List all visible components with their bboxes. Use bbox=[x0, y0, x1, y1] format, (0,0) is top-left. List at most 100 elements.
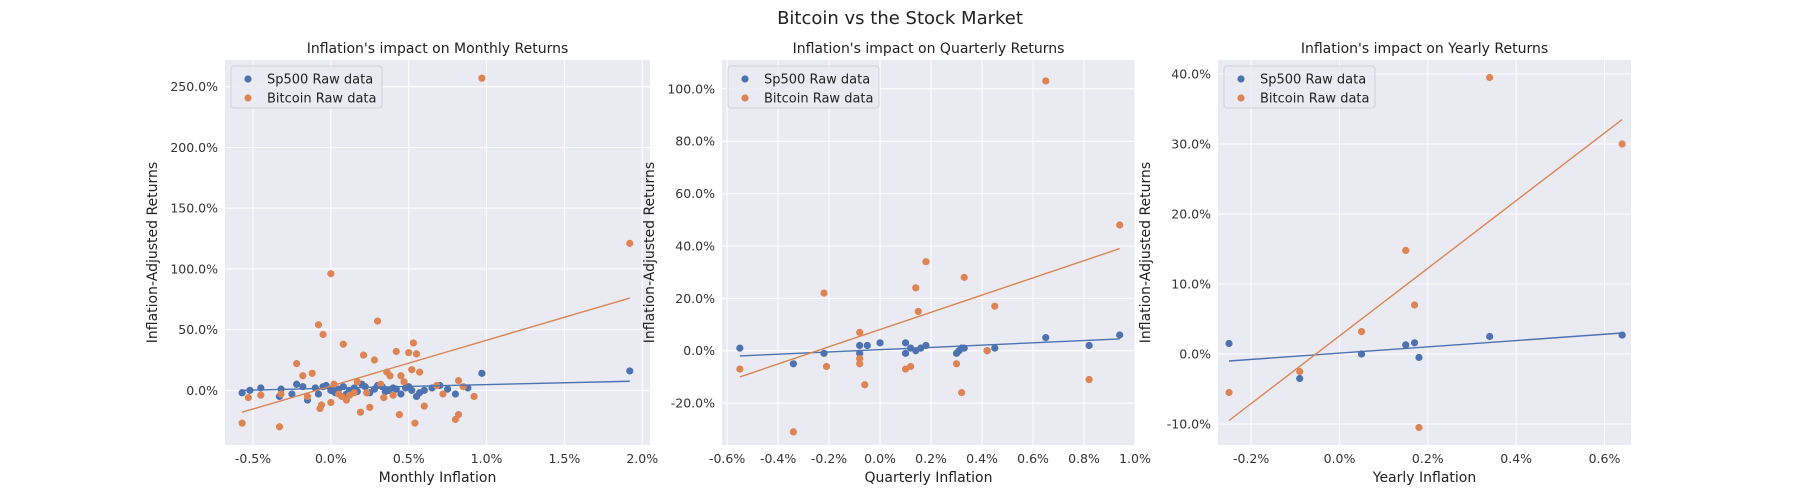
data-point bbox=[275, 423, 284, 431]
subplot-2: -0.6% -0.4% -0.2% 0.0% 0.2% 0.4% 0.6% 0.8% 1.0% -… bbox=[642, 41, 1151, 486]
data-point bbox=[736, 344, 744, 352]
data-point bbox=[386, 372, 394, 380]
data-point bbox=[626, 239, 634, 247]
x-tick-label: -0.4% bbox=[760, 451, 796, 466]
data-point bbox=[277, 390, 285, 398]
data-point bbox=[856, 341, 864, 350]
data-point bbox=[412, 350, 421, 358]
legend-marker bbox=[741, 94, 749, 102]
data-point bbox=[314, 390, 323, 398]
data-point bbox=[863, 341, 871, 350]
y-tick-label: 80.0% bbox=[675, 134, 715, 149]
data-point bbox=[1042, 77, 1050, 85]
x-tick-label: 0.0% bbox=[864, 451, 896, 466]
x-tick-label: 1.5% bbox=[548, 451, 580, 466]
data-point bbox=[327, 270, 335, 278]
data-point bbox=[876, 339, 884, 347]
y-tick-label: 100.0% bbox=[170, 261, 218, 276]
data-point bbox=[1357, 328, 1366, 336]
x-axis-label: Monthly Inflation bbox=[379, 470, 497, 486]
marks bbox=[736, 77, 1124, 436]
data-point bbox=[293, 360, 301, 368]
subplot-title: Inflation's impact on Yearly Returns bbox=[1301, 41, 1548, 57]
data-point bbox=[1410, 301, 1419, 309]
subplot-title: Inflation's impact on Quarterly Returns bbox=[793, 41, 1065, 57]
y-tick-label: 100.0% bbox=[667, 81, 715, 96]
legend-marker bbox=[741, 75, 749, 83]
legend-entry: Bitcoin Raw data bbox=[267, 92, 376, 107]
data-point bbox=[1486, 332, 1494, 341]
legend-marker bbox=[244, 75, 252, 83]
data-point bbox=[820, 289, 828, 297]
x-tick-label: 1.0% bbox=[471, 451, 503, 466]
data-point bbox=[397, 372, 405, 380]
x-tick-label: 0.6% bbox=[1017, 451, 1049, 466]
data-point bbox=[922, 258, 930, 266]
data-point bbox=[1042, 334, 1050, 342]
data-point bbox=[478, 74, 486, 82]
data-point bbox=[439, 390, 447, 398]
data-point bbox=[1415, 423, 1423, 432]
data-point bbox=[408, 366, 416, 374]
figure-suptitle: Bitcoin vs the Stock Market bbox=[777, 8, 1023, 29]
y-tick-label: 0.0% bbox=[1179, 347, 1211, 362]
legend-marker bbox=[1237, 94, 1245, 102]
data-point bbox=[288, 390, 296, 398]
legend: Sp500 Raw data Bitcoin Raw data bbox=[230, 65, 383, 109]
data-point bbox=[299, 372, 307, 380]
data-point bbox=[958, 389, 966, 397]
trend-line bbox=[1228, 332, 1623, 362]
data-point bbox=[339, 340, 347, 348]
data-point bbox=[478, 369, 486, 377]
data-point bbox=[991, 302, 999, 310]
data-point bbox=[1486, 73, 1494, 82]
data-point bbox=[1225, 339, 1233, 348]
y-tick-label: 50.0% bbox=[178, 322, 218, 337]
trend-line bbox=[241, 297, 630, 413]
y-tick-label: 200.0% bbox=[170, 140, 218, 155]
data-point bbox=[1116, 221, 1124, 229]
x-tick-label: 0.2% bbox=[1412, 451, 1444, 466]
data-point bbox=[293, 380, 301, 388]
data-point bbox=[314, 321, 323, 329]
x-axis-label: Quarterly Inflation bbox=[865, 470, 993, 486]
data-point bbox=[1410, 339, 1419, 347]
trend-line bbox=[739, 338, 1120, 357]
data-point bbox=[626, 367, 634, 375]
data-point bbox=[856, 354, 864, 363]
data-point bbox=[459, 383, 467, 391]
data-point bbox=[317, 401, 326, 409]
y-tick-label: 30.0% bbox=[1171, 137, 1211, 152]
data-point bbox=[420, 386, 428, 394]
data-point bbox=[454, 377, 463, 385]
data-point bbox=[983, 347, 991, 355]
marks bbox=[238, 74, 634, 431]
data-point bbox=[257, 391, 265, 399]
y-tick-label: 60.0% bbox=[675, 186, 715, 201]
data-point bbox=[319, 330, 327, 339]
data-point bbox=[454, 411, 463, 419]
subplot-3: -0.2% 0.0% 0.2% 0.4% 0.6% -10.0% 0.0% 10.0% 20.0… bbox=[1138, 41, 1631, 486]
data-point bbox=[353, 378, 361, 386]
y-tick-label: 40.0% bbox=[675, 238, 715, 253]
legend-entry: Sp500 Raw data bbox=[764, 73, 870, 88]
legend: Sp500 Raw data Bitcoin Raw data bbox=[1223, 65, 1376, 109]
data-point bbox=[856, 328, 864, 336]
legend: Sp500 Raw data Bitcoin Raw data bbox=[727, 65, 880, 109]
y-tick-label: 20.0% bbox=[1171, 207, 1211, 222]
data-point bbox=[377, 380, 385, 388]
data-point bbox=[914, 307, 922, 316]
legend-entry: Bitcoin Raw data bbox=[1260, 92, 1369, 107]
y-axis-label: Inflation-Adjusted Returns bbox=[1138, 162, 1154, 343]
y-tick-label: 20.0% bbox=[675, 291, 715, 306]
data-point bbox=[303, 392, 312, 401]
legend-marker bbox=[244, 94, 252, 102]
y-tick-label: 10.0% bbox=[1171, 277, 1211, 292]
y-tick-label: 250.0% bbox=[170, 79, 218, 94]
data-point bbox=[991, 344, 999, 352]
data-point bbox=[380, 394, 388, 402]
data-point bbox=[308, 369, 316, 377]
x-axis-label: Yearly Inflation bbox=[1372, 470, 1476, 486]
legend-entry: Bitcoin Raw data bbox=[764, 92, 873, 107]
marks bbox=[1225, 73, 1626, 432]
